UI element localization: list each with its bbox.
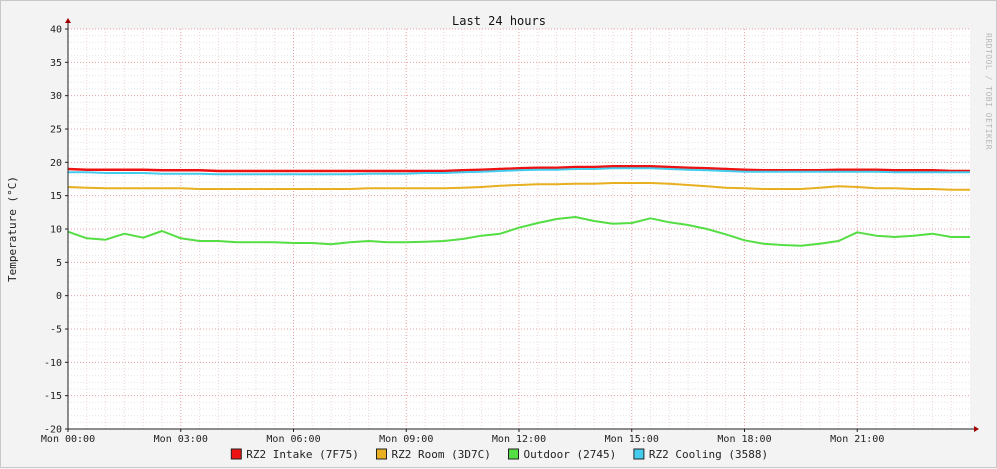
x-tick-label: Mon 21:00 (830, 434, 884, 445)
legend: RZ2 Intake (7F75) RZ2 Room (3D7C) Outdoor … (230, 448, 768, 461)
chart-title: Last 24 hours (452, 14, 546, 28)
series-lines (67, 165, 970, 247)
y-axis-arrow (65, 18, 71, 23)
x-tick-label: Mon 00:00 (41, 434, 95, 445)
x-tick-label: Mon 12:00 (492, 434, 546, 445)
y-tick-label: 30 (50, 91, 62, 102)
x-tick-label: Mon 06:00 (266, 434, 320, 445)
watermark: RRDTOOL / TOBI OETIKER (984, 33, 993, 150)
legend-label-2: RZ2 Room (3D7C) (392, 448, 491, 461)
legend-label-1: RZ2 Intake (7F75) (246, 448, 359, 461)
series-line-3 (67, 216, 970, 247)
y-tick-label: 25 (50, 125, 62, 136)
axes (65, 18, 979, 432)
x-tick-label: Mon 03:00 (154, 434, 208, 445)
legend-label-3: Outdoor (2745) (524, 448, 617, 461)
y-tick-label: 5 (56, 258, 62, 269)
y-tick-label: 0 (56, 291, 62, 302)
y-tick-label: 10 (50, 225, 62, 236)
series-line-2 (67, 182, 970, 191)
y-tick-label: 35 (50, 58, 62, 69)
x-axis-arrow (974, 426, 979, 432)
y-tick-label: 15 (50, 191, 62, 202)
y-tick-label: 40 (50, 25, 62, 36)
y-tick-label: -15 (44, 391, 62, 402)
y-tick-label: -10 (44, 358, 62, 369)
y-tick-label: 20 (50, 158, 62, 169)
series-line-1 (67, 165, 970, 173)
legend-swatch-2 (376, 448, 387, 460)
legend-swatch-3 (508, 448, 519, 460)
y-axis-title: Temperature (°C) (6, 176, 19, 282)
y-tick-label: -5 (50, 325, 62, 336)
legend-swatch-1 (230, 448, 242, 460)
grid (67, 28, 970, 430)
x-tick-label: Mon 09:00 (379, 434, 433, 445)
legend-swatch-4 (633, 448, 645, 460)
x-tick-label: Mon 18:00 (717, 434, 771, 445)
y-tick-label: -20 (44, 425, 62, 436)
legend-label-4: RZ2 Cooling (3588) (649, 448, 768, 461)
x-tick-label: Mon 15:00 (605, 434, 659, 445)
series-line-4 (68, 167, 970, 176)
